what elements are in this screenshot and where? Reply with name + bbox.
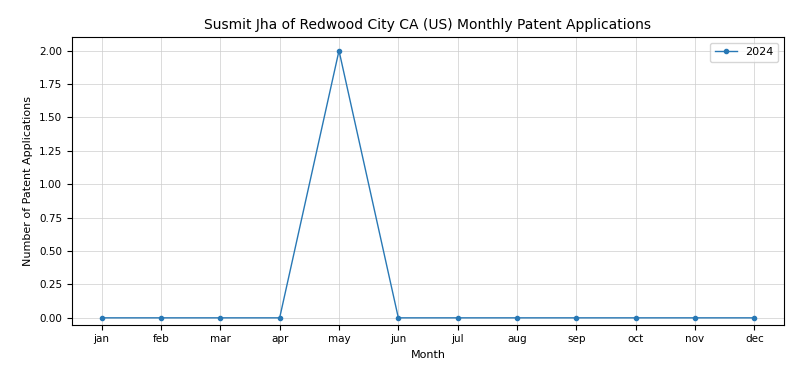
2024 bbox=[512, 316, 522, 320]
2024 bbox=[156, 316, 166, 320]
2024 bbox=[453, 316, 462, 320]
Y-axis label: Number of Patent Applications: Number of Patent Applications bbox=[23, 96, 34, 266]
2024 bbox=[97, 316, 106, 320]
2024 bbox=[571, 316, 581, 320]
2024 bbox=[275, 316, 285, 320]
2024 bbox=[215, 316, 225, 320]
Legend: 2024: 2024 bbox=[710, 43, 778, 62]
Title: Susmit Jha of Redwood City CA (US) Monthly Patent Applications: Susmit Jha of Redwood City CA (US) Month… bbox=[205, 18, 651, 32]
2024 bbox=[750, 316, 759, 320]
Line: 2024: 2024 bbox=[99, 48, 757, 320]
2024 bbox=[690, 316, 700, 320]
X-axis label: Month: Month bbox=[410, 350, 446, 360]
2024 bbox=[394, 316, 403, 320]
2024 bbox=[631, 316, 641, 320]
2024 bbox=[334, 48, 344, 53]
